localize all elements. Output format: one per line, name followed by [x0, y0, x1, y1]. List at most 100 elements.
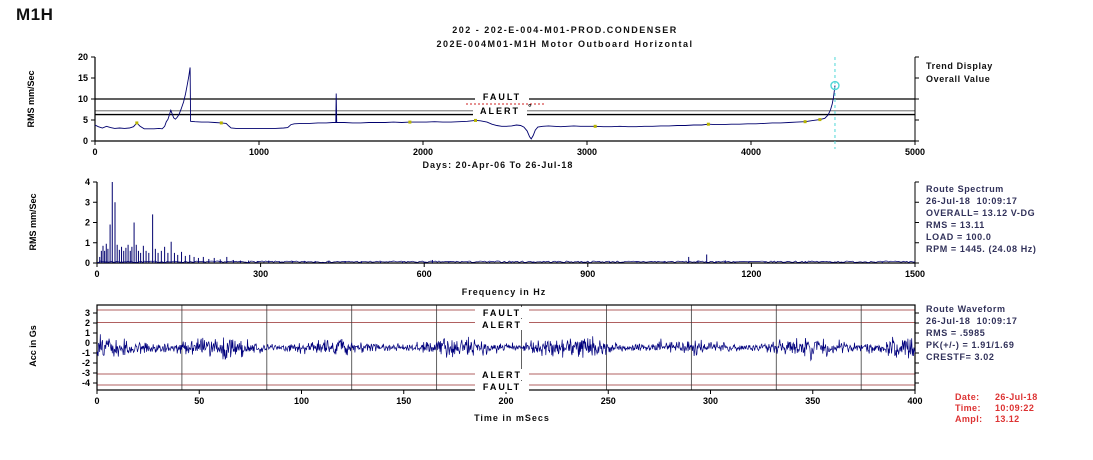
- trend-alert-label: ALERT: [480, 106, 520, 116]
- waveform-y-tick-label: -2: [82, 358, 90, 368]
- trend-y-tick-label: 15: [78, 73, 88, 83]
- waveform-x-tick-label: 250: [601, 396, 616, 406]
- cursor-readout-block: Date: 26-Jul-18 Time: 10:09:22 Ampl: 13.12: [955, 392, 1038, 425]
- waveform-y-tick-label: 3: [85, 308, 90, 318]
- cursor-date-label: Date:: [955, 392, 980, 402]
- trend-event-marker: [818, 118, 822, 122]
- cursor-date-value: 26-Jul-18: [995, 392, 1038, 402]
- trend-y-axis-label: RMS mm/Sec: [26, 70, 36, 128]
- waveform-info-line-1: 26-Jul-18 10:09:17: [926, 316, 1018, 326]
- waveform-y-tick-label: -4: [82, 378, 90, 388]
- trend-x-tick-label: 5000: [905, 147, 925, 157]
- equipment-title: 202 - 202-E-004-M01-PROD.CONDENSER: [452, 25, 678, 35]
- waveform-alert-lo-label-bg: [475, 369, 529, 380]
- cursor-date-row: Date: 26-Jul-18: [955, 392, 1038, 403]
- spectrum-info-line-4: LOAD = 100.0: [926, 232, 992, 242]
- spectrum-info-line-1: 26-Jul-18 10:09:17: [926, 196, 1018, 206]
- trend-event-marker: [706, 122, 710, 126]
- waveform-y-tick-label: 2: [85, 318, 90, 328]
- trend-alert-degree-mark: °: [528, 102, 532, 112]
- spectrum-x-axis-label: Frequency in Hz: [461, 287, 547, 297]
- spectrum-plot-area[interactable]: [97, 182, 915, 263]
- waveform-y-tick-label: -1: [82, 348, 90, 358]
- spectrum-y-tick-label: 3: [85, 197, 90, 207]
- spectrum-info-line-0: Route Spectrum: [926, 184, 1004, 194]
- waveform-fault-hi-label: FAULT: [483, 308, 521, 318]
- trend-y-tick-label: 5: [83, 115, 88, 125]
- waveform-info-line-2: RMS = .5985: [926, 328, 986, 338]
- trend-y-tick-label: 20: [78, 52, 88, 62]
- trend-event-marker: [473, 118, 477, 122]
- trend-x-tick-label: 0: [92, 147, 97, 157]
- spectrum-x-tick-label: 1200: [741, 269, 761, 279]
- cursor-ampl-value: 13.12: [995, 414, 1020, 424]
- waveform-series-line: [96, 334, 916, 362]
- trend-event-marker: [219, 121, 223, 125]
- trend-event-marker: [408, 120, 412, 124]
- spectrum-y-tick-label: 0: [85, 258, 90, 268]
- waveform-x-tick-label: 50: [194, 396, 204, 406]
- waveform-info-block: Route Waveform 26-Jul-18 10:09:17 RMS = .5…: [926, 303, 1017, 363]
- spectrum-x-tick-label: 900: [580, 269, 595, 279]
- trend-event-marker: [135, 121, 139, 125]
- trend-info-line-1: Overall Value: [926, 74, 991, 84]
- waveform-y-tick-label: 1: [85, 328, 90, 338]
- waveform-info-line-3: PK(+/-) = 1.91/1.69: [926, 340, 1015, 350]
- spectrum-y-tick-label: 1: [85, 238, 90, 248]
- cursor-time-row: Time: 10:09:22: [955, 403, 1038, 414]
- spectrum-x-tick-label: 600: [417, 269, 432, 279]
- waveform-info-line-4: CRESTF= 3.02: [926, 352, 995, 362]
- spectrum-y-axis-label: RMS mm/Sec: [28, 193, 38, 251]
- cursor-ampl-label: Ampl:: [955, 414, 983, 424]
- trend-event-marker: [803, 120, 807, 124]
- waveform-alert-lo-label: ALERT: [482, 370, 522, 380]
- spectrum-info-line-5: RPM = 1445. (24.08 Hz): [926, 244, 1037, 254]
- waveform-x-axis-label: Time in mSecs: [474, 413, 550, 423]
- waveform-x-tick-label: 0: [94, 396, 99, 406]
- trend-info-line-0: Trend Display: [926, 61, 993, 71]
- waveform-fault-hi-label-bg: [475, 307, 529, 318]
- cursor-time-value: 10:09:22: [995, 403, 1035, 413]
- spectrum-x-tick-label: 1500: [905, 269, 925, 279]
- spectrum-y-tick-label: 2: [85, 218, 90, 228]
- waveform-x-tick-label: 400: [907, 396, 922, 406]
- waveform-fault-lo-label-bg: [475, 381, 529, 392]
- spectrum-info-block: Route Spectrum 26-Jul-18 10:09:17 OVERALL=…: [926, 183, 1037, 255]
- trend-y-tick-label: 10: [78, 94, 88, 104]
- trend-cursor-marker[interactable]: [830, 80, 840, 91]
- waveform-x-tick-label: 350: [805, 396, 820, 406]
- spectrum-info-line-2: OVERALL= 13.12 V-DG: [926, 208, 1036, 218]
- spectrum-y-tick-label: 4: [85, 177, 90, 187]
- point-id-label: M1H: [16, 5, 54, 24]
- waveform-y-axis-label: Acc in Gs: [28, 325, 38, 367]
- waveform-y-tick-label: 0: [85, 338, 90, 348]
- waveform-info-line-0: Route Waveform: [926, 304, 1006, 314]
- measurement-point-title: 202E-004M01-M1H Motor Outboard Horizonta…: [436, 39, 694, 49]
- waveform-alert-hi-label: ALERT: [482, 320, 522, 330]
- cursor-time-label: Time:: [955, 403, 981, 413]
- trend-fault-label-bg: [475, 91, 529, 102]
- waveform-x-tick-label: 100: [294, 396, 309, 406]
- spectrum-x-tick-label: 300: [253, 269, 268, 279]
- trend-x-tick-label: 1000: [249, 147, 269, 157]
- trend-y-tick-label: 0: [83, 136, 88, 146]
- trend-event-marker: [593, 124, 597, 128]
- trend-alert-label-bg: [473, 105, 527, 116]
- waveform-x-tick-label: 300: [703, 396, 718, 406]
- waveform-x-tick-label: 150: [396, 396, 411, 406]
- trend-info-block: Trend Display Overall Value: [926, 60, 993, 86]
- waveform-alert-hi-label-bg: [475, 319, 529, 330]
- spectrum-x-tick-label: 0: [94, 269, 99, 279]
- trend-x-tick-label: 3000: [577, 147, 597, 157]
- waveform-y-tick-label: -3: [82, 368, 90, 378]
- waveform-fault-lo-label: FAULT: [483, 382, 521, 392]
- trend-x-axis-label: Days: 20-Apr-06 To 26-Jul-18: [422, 160, 574, 170]
- spectrum-info-line-3: RMS = 13.11: [926, 220, 985, 230]
- trend-x-tick-label: 2000: [413, 147, 433, 157]
- trend-x-tick-label: 4000: [741, 147, 761, 157]
- waveform-x-tick-label: 200: [498, 396, 513, 406]
- trend-fault-label: FAULT: [483, 92, 521, 102]
- cursor-ampl-row: Ampl: 13.12: [955, 414, 1038, 425]
